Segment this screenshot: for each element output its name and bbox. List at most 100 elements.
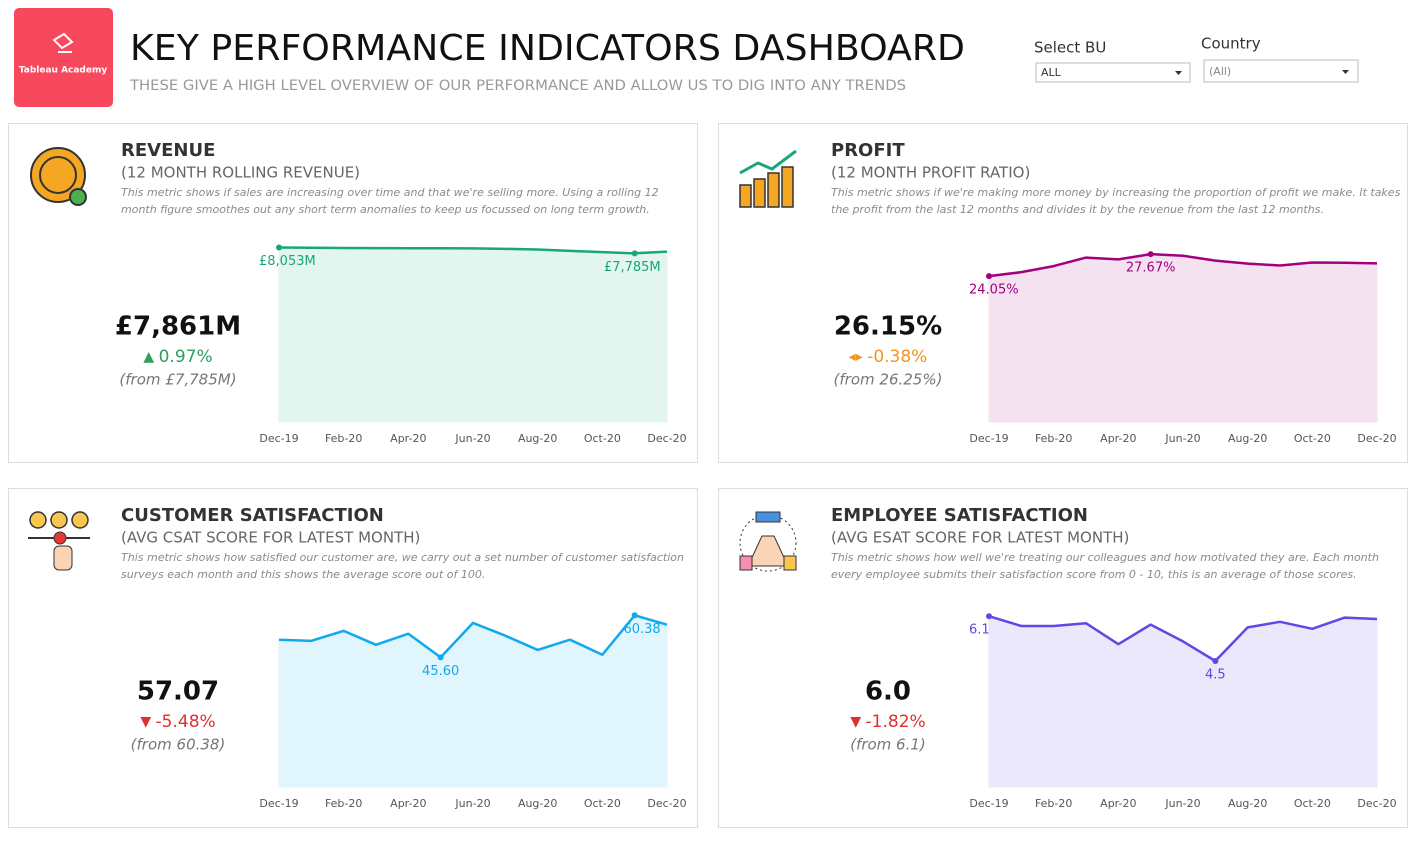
x-tick-label: Dec-20: [1357, 797, 1396, 810]
dropdown-arrow: [1342, 70, 1349, 74]
kpi-panel: PROFIT (12 MONTH PROFIT RATIO) This metric…: [718, 123, 1408, 463]
panel-subtitle: (12 MONTH PROFIT RATIO): [831, 164, 1030, 182]
icon: [783, 555, 797, 571]
x-tick-label: Dec-20: [647, 432, 686, 445]
kpi-change: ◂▸ -0.38%: [849, 347, 928, 367]
kpi-from: (from 60.38): [131, 736, 226, 754]
panel-title: PROFIT: [831, 140, 905, 161]
data-label: 24.05%: [969, 283, 1019, 298]
x-tick-label: Dec-19: [969, 797, 1008, 810]
point: [986, 273, 992, 280]
line: [988, 252, 1378, 278]
kpi-change-value: 0.97%: [159, 347, 213, 367]
description-text: This metric shows how satisfied our cust…: [121, 551, 684, 581]
filter-value: ALL: [1041, 66, 1062, 79]
kpi-from: (from 26.25%): [834, 371, 943, 389]
data-label: 4.5: [1205, 668, 1226, 683]
x-tick-label: Aug-20: [518, 797, 557, 810]
panel-subtitle: (12 MONTH ROLLING REVENUE): [121, 164, 360, 182]
kpi-value: 26.15%: [834, 312, 942, 342]
kpi-panel: EMPLOYEE SATISFACTION (AVG ESAT SCORE FOR…: [718, 488, 1408, 828]
description-text: This metric shows if we're making more m…: [831, 186, 1401, 216]
x-tick-label: Oct-20: [1294, 432, 1331, 445]
point: [986, 613, 992, 620]
x-tick-label: Dec-19: [969, 432, 1008, 445]
dashboard-title: KEY PERFORMANCE INDICATORS DASHBOARD: [130, 28, 965, 69]
panel-subtitle: (AVG CSAT SCORE FOR LATEST MONTH): [121, 529, 420, 547]
kpi-value: 57.07: [137, 677, 219, 707]
kpi-value: 6.0: [865, 677, 911, 707]
x-tick-label: Feb-20: [325, 432, 362, 445]
panel-title: REVENUE: [121, 140, 215, 161]
line: [278, 246, 668, 255]
icon: [53, 545, 73, 571]
description-text: This metric shows if sales are increasin…: [121, 186, 659, 216]
line: [278, 614, 668, 659]
kpi-from: (from £7,785M): [119, 371, 236, 389]
point: [631, 612, 638, 619]
description: This metric shows how satisfied our cust…: [121, 551, 684, 581]
icon: [71, 511, 89, 529]
kpi-change: ▼ -1.82%: [850, 712, 925, 732]
point: [631, 250, 638, 257]
filter-select[interactable]: [1203, 59, 1359, 83]
panel-subtitle: (AVG ESAT SCORE FOR LATEST MONTH): [831, 529, 1129, 547]
x-tick-label: Feb-20: [1035, 432, 1072, 445]
x-tick-label: Oct-20: [1294, 797, 1331, 810]
icon: [739, 184, 752, 208]
kpi-from: (from 6.1): [850, 736, 926, 754]
description: This metric shows if sales are increasin…: [121, 186, 659, 216]
icon: [53, 531, 67, 545]
x-tick-label: Dec-19: [259, 797, 298, 810]
x-tick-label: Dec-19: [259, 432, 298, 445]
kpi-change: ▼ -5.48%: [140, 712, 215, 732]
logo-text: Tableau Academy: [19, 66, 108, 76]
kpi-change-value: -0.38%: [867, 347, 927, 367]
data-label: £7,785M: [604, 260, 661, 275]
icon: [739, 555, 753, 571]
icon: [30, 147, 86, 203]
panel-title: CUSTOMER SATISFACTION: [121, 505, 384, 526]
filter-label: Country: [1201, 35, 1261, 53]
point: [437, 654, 444, 661]
icon: [753, 178, 766, 208]
data-label: 6.1: [969, 623, 990, 638]
logo-icon: [52, 32, 74, 53]
icon: [747, 535, 789, 567]
dropdown-arrow: [1175, 71, 1182, 75]
area: [988, 253, 1378, 423]
x-tick-label: Jun-20: [1164, 797, 1200, 810]
x-tick-label: Aug-20: [518, 432, 557, 445]
dashboard-subtitle: THESE GIVE A HIGH LEVEL OVERVIEW OF OUR …: [129, 78, 906, 94]
data-label: 60.38: [623, 622, 660, 637]
kpi-value: £7,861M: [115, 312, 241, 342]
kpi-change: ▲ 0.97%: [143, 347, 212, 367]
x-tick-label: Aug-20: [1228, 797, 1267, 810]
description: This metric shows how well we're treatin…: [831, 551, 1379, 581]
kpi-panel: CUSTOMER SATISFACTION (AVG CSAT SCORE FOR…: [8, 488, 698, 828]
x-tick-label: Apr-20: [390, 432, 426, 445]
kpi-change-value: -5.48%: [156, 712, 216, 732]
data-label: 27.67%: [1126, 261, 1176, 276]
icon: [39, 156, 77, 194]
panel-title: EMPLOYEE SATISFACTION: [831, 505, 1088, 526]
icon: [767, 172, 780, 208]
icon: [50, 511, 68, 529]
description: This metric shows if we're making more m…: [831, 186, 1401, 216]
data-label: £8,053M: [259, 254, 316, 269]
data-label: 45.60: [422, 664, 459, 679]
point: [276, 244, 282, 251]
x-tick-label: Dec-20: [1357, 432, 1396, 445]
x-tick-label: Apr-20: [390, 797, 426, 810]
x-tick-label: Apr-20: [1100, 797, 1136, 810]
x-tick-label: Jun-20: [454, 432, 490, 445]
x-tick-label: Dec-20: [647, 797, 686, 810]
icon: [69, 188, 87, 206]
logo: [14, 8, 113, 107]
line: [988, 615, 1378, 663]
x-tick-label: Feb-20: [325, 797, 362, 810]
filter-select[interactable]: [1035, 62, 1191, 83]
x-tick-label: Apr-20: [1100, 432, 1136, 445]
x-tick-label: Feb-20: [1035, 797, 1072, 810]
